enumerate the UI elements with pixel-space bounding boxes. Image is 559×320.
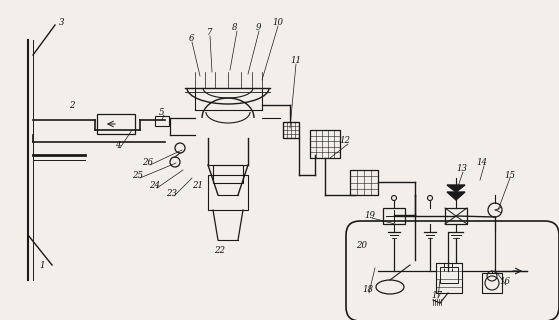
Text: 16: 16: [500, 277, 510, 286]
Text: 6: 6: [190, 34, 195, 43]
Bar: [310, 130, 340, 158]
Bar: [283, 122, 299, 138]
Text: 10: 10: [272, 18, 283, 27]
Text: 9: 9: [255, 22, 260, 31]
Text: 15: 15: [505, 171, 515, 180]
Text: 1: 1: [39, 260, 45, 269]
Text: 20: 20: [357, 241, 367, 250]
Text: 24: 24: [149, 180, 160, 189]
Text: 7: 7: [207, 28, 213, 36]
Text: 12: 12: [339, 135, 350, 145]
Bar: [445, 208, 467, 224]
Polygon shape: [447, 192, 465, 200]
Text: 25: 25: [132, 171, 144, 180]
Bar: [482, 273, 502, 293]
Bar: [97, 114, 135, 134]
Text: 11: 11: [291, 55, 301, 65]
Text: 26: 26: [143, 157, 154, 166]
Text: 5: 5: [159, 108, 165, 116]
Bar: [440, 267, 458, 283]
Bar: [383, 208, 405, 224]
Text: 2: 2: [69, 100, 75, 109]
Text: 22: 22: [215, 245, 225, 254]
Text: 3: 3: [59, 18, 65, 27]
Text: 13: 13: [457, 164, 467, 172]
Text: 8: 8: [232, 22, 238, 31]
Text: 17: 17: [432, 291, 443, 300]
Text: 23: 23: [167, 188, 178, 197]
Text: 19: 19: [364, 211, 376, 220]
Polygon shape: [447, 185, 465, 192]
FancyBboxPatch shape: [346, 221, 559, 320]
Bar: [155, 116, 169, 126]
Bar: [208, 175, 248, 210]
Bar: [283, 122, 299, 138]
Text: 4: 4: [115, 140, 121, 149]
Bar: [350, 170, 378, 195]
Ellipse shape: [376, 280, 404, 294]
Text: 18: 18: [362, 285, 373, 294]
Text: 14: 14: [476, 157, 487, 166]
Bar: [436, 263, 462, 293]
Text: 21: 21: [192, 180, 203, 189]
Bar: [213, 165, 243, 183]
